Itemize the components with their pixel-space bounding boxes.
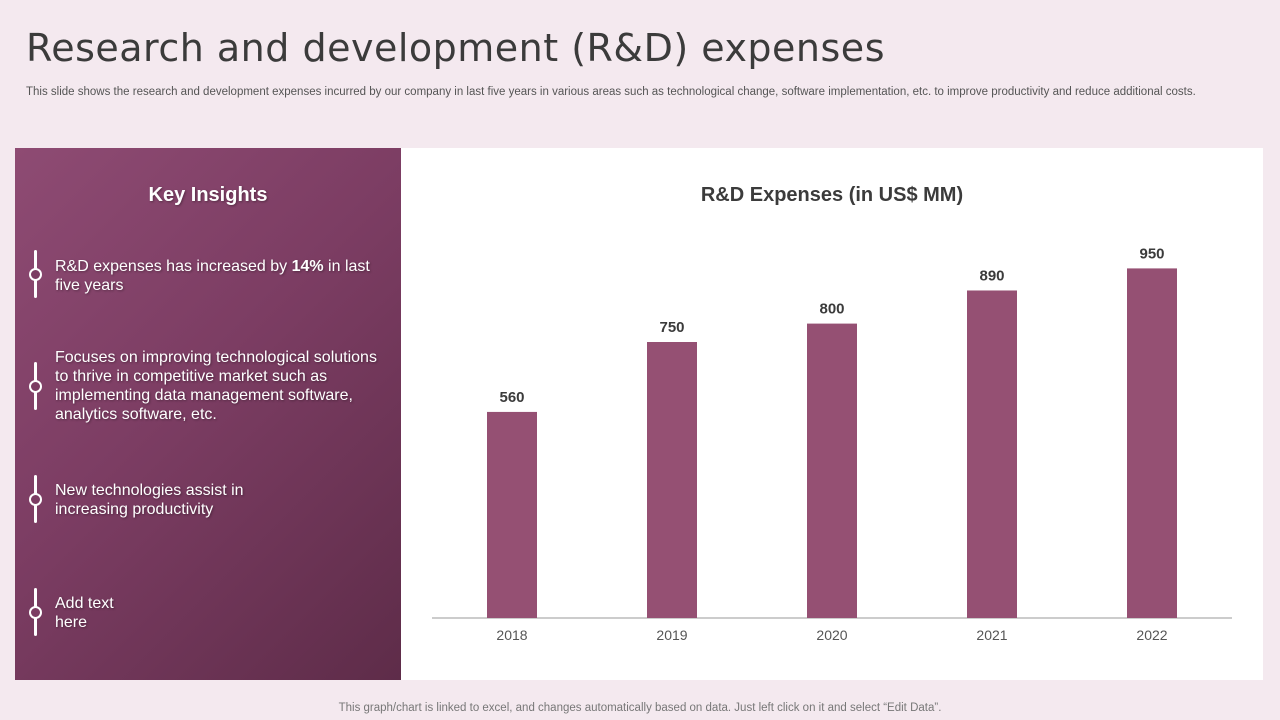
bar-2022 — [1127, 268, 1177, 618]
insight-text-1: R&D expenses has increased by 14% in las… — [55, 258, 370, 294]
insight-text-3: New technologies assist in increasing pr… — [55, 482, 244, 518]
x-tick-label-2022: 2022 — [1136, 627, 1167, 643]
x-tick-label-2021: 2021 — [976, 627, 1007, 643]
chart-panel: R&D Expenses (in US$ MM) 560 2018 750 2019 8… — [401, 148, 1263, 680]
insight-text-2: Focuses on improving technological solut… — [55, 349, 377, 423]
key-insights-panel: Key Insights R&D expenses has increased … — [15, 148, 401, 680]
bar-2018 — [487, 411, 537, 618]
x-tick-label-2020: 2020 — [816, 627, 847, 643]
bar-2021 — [967, 290, 1017, 618]
bar-chart: 560 2018 750 2019 800 2020 890 2021 950 2022 — [432, 245, 1232, 643]
insight-marker-icon — [29, 475, 42, 523]
data-label-2019: 750 — [659, 319, 684, 336]
data-label-2020: 800 — [819, 301, 844, 318]
insight-marker-icon — [29, 588, 42, 636]
x-tick-label-2018: 2018 — [496, 627, 527, 643]
chart-title: R&D Expenses (in US$ MM) — [700, 184, 964, 206]
data-label-2018: 560 — [499, 389, 524, 406]
insight-marker-icon — [29, 362, 42, 410]
insight-text-4: Add text here — [55, 595, 114, 631]
data-label-2021: 890 — [979, 267, 1004, 284]
bar-2019 — [647, 342, 697, 618]
insight-marker-icon — [29, 250, 42, 298]
page-subtitle: This slide shows the research and develo… — [26, 86, 1196, 98]
x-tick-label-2019: 2019 — [656, 627, 687, 643]
page-title: Research and development (R&D) expenses — [26, 26, 885, 70]
key-insights-heading: Key Insights — [148, 184, 268, 206]
data-label-2022: 950 — [1139, 245, 1164, 262]
bar-2020 — [807, 323, 857, 618]
footer-note: This graph/chart is linked to excel, and… — [338, 702, 942, 714]
